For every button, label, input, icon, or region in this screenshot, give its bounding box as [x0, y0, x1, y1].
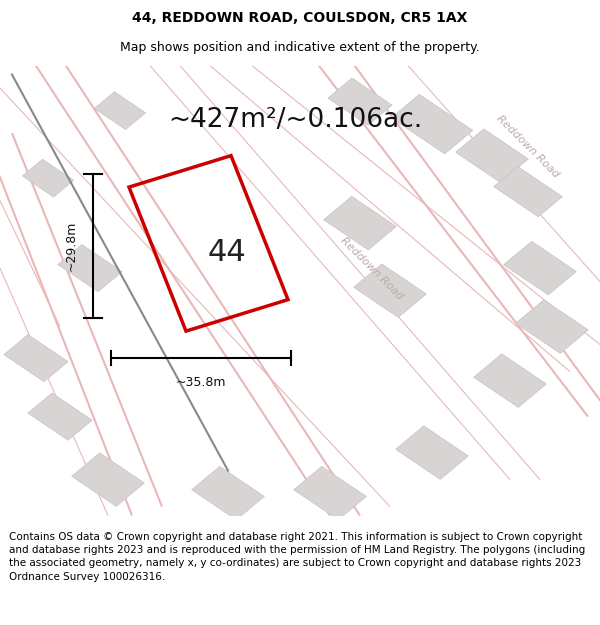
Polygon shape: [71, 453, 145, 506]
Text: ~427m²/~0.106ac.: ~427m²/~0.106ac.: [168, 107, 422, 132]
Polygon shape: [473, 354, 547, 408]
Polygon shape: [28, 393, 92, 440]
Polygon shape: [323, 196, 397, 250]
Polygon shape: [4, 334, 68, 382]
Polygon shape: [353, 264, 427, 318]
Polygon shape: [494, 166, 562, 217]
Text: 44, REDDOWN ROAD, COULSDON, CR5 1AX: 44, REDDOWN ROAD, COULSDON, CR5 1AX: [133, 11, 467, 26]
Polygon shape: [391, 94, 473, 154]
Text: 44: 44: [207, 238, 246, 267]
Text: Contains OS data © Crown copyright and database right 2021. This information is : Contains OS data © Crown copyright and d…: [9, 532, 585, 582]
Polygon shape: [395, 426, 469, 479]
Polygon shape: [503, 241, 577, 295]
Polygon shape: [22, 159, 74, 197]
Text: ~35.8m: ~35.8m: [176, 376, 226, 389]
Polygon shape: [515, 300, 589, 353]
Polygon shape: [94, 92, 146, 129]
Polygon shape: [293, 466, 367, 520]
Text: Map shows position and indicative extent of the property.: Map shows position and indicative extent…: [120, 41, 480, 54]
Text: Reddown Road: Reddown Road: [339, 235, 405, 301]
Text: Reddown Road: Reddown Road: [495, 114, 561, 180]
Polygon shape: [58, 244, 122, 292]
Polygon shape: [455, 129, 529, 182]
Polygon shape: [191, 466, 265, 520]
Polygon shape: [328, 78, 392, 125]
Text: ~29.8m: ~29.8m: [65, 221, 78, 271]
